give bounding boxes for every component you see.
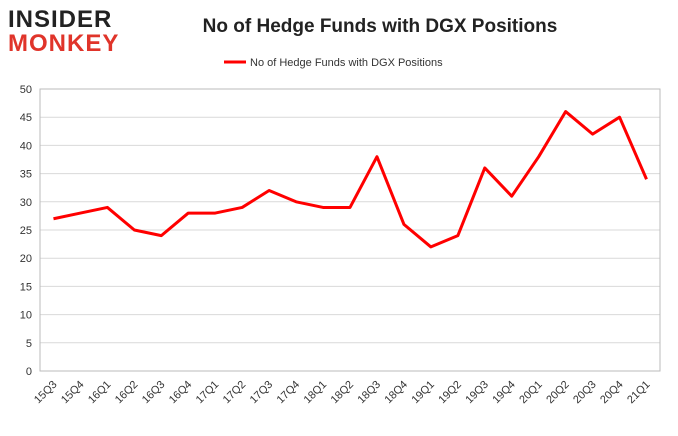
y-tick-label: 15: [20, 281, 32, 293]
y-tick-label: 5: [26, 338, 32, 350]
y-tick-label: 50: [20, 84, 32, 96]
y-tick-label: 10: [20, 310, 32, 322]
y-tick-label: 20: [20, 253, 32, 265]
y-tick-label: 35: [20, 169, 32, 181]
y-tick-label: 0: [26, 366, 32, 378]
y-tick-label: 30: [20, 197, 32, 209]
chart-title: No of Hedge Funds with DGX Positions: [203, 16, 558, 37]
logo-line1: INSIDER: [8, 6, 112, 33]
data-line: [53, 110, 648, 249]
y-tick-label: 25: [20, 225, 32, 237]
plot-border: [39, 88, 661, 372]
legend-label: No of Hedge Funds with DGX Positions: [250, 57, 443, 69]
y-tick-label: 40: [20, 140, 32, 152]
y-tick-label: 45: [20, 112, 32, 124]
logo-line2: MONKEY: [8, 30, 119, 57]
